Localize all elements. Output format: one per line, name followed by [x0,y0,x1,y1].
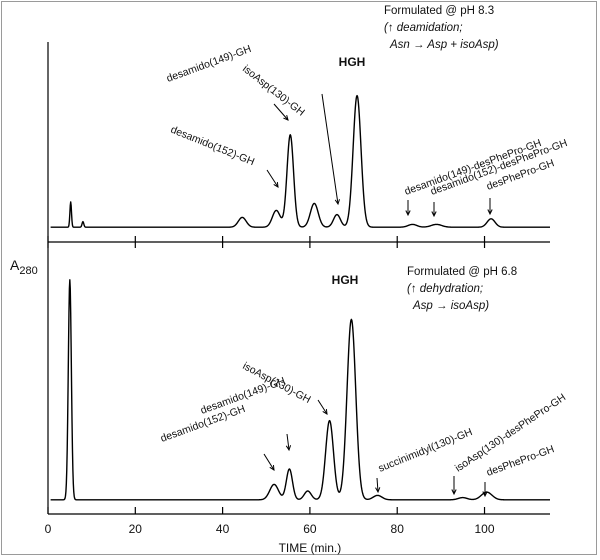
condition-reaction: Asn → Asp + isoAsp) [389,39,499,51]
x-tick-label-60: 60 [303,522,317,536]
condition-ph83: Formulated @ pH 8.3 (↑ deamidation; Asn → … [384,5,499,51]
x-axis-ticks: 0 20 40 60 80 100 [45,507,495,536]
arrow-desamido-149-gh [273,103,289,121]
arrow-desamido-149-gh [286,433,290,451]
arrowhead-desamido-152-desphepro-gh [431,211,437,218]
arrowhead-desamido-152-gh [273,181,279,188]
arrowhead-isoasp-130-desphepro-gh [451,489,457,496]
condition-ph68: Formulated @ pH 6.8 (↑ dehydration; Asp → … [407,266,517,312]
arrow-desamido-152-gh [266,169,279,188]
arrow-desamido-152-gh [263,453,275,471]
arrow-isoasp-130-gh [321,93,339,205]
arrowhead-isoasp-130-gh [322,408,328,415]
annotations-bottom: HGHisoAsp(130)-GHdesamido(149)-GHdesamid… [159,273,568,498]
x-tick-label-80: 80 [391,522,405,536]
x-tick-label-20: 20 [129,522,143,536]
peak-label-isoasp-130-gh: isoAsp(130)-GH [240,63,307,119]
condition-title: Formulated @ pH 8.3 [384,5,494,17]
x-axis-label: TIME (min.) [279,541,342,555]
arrowhead-desphepro-gh [482,491,488,498]
arrow-isoasp-130-gh [317,399,328,415]
condition-title: Formulated @ pH 6.8 [407,266,517,278]
x-tick-label-40: 40 [216,522,230,536]
condition-reaction: Asp → isoAsp) [412,300,489,312]
peak-label-desamido-152-gh: desamido(152)-GH [169,124,256,169]
x-tick-label-100: 100 [475,522,495,536]
peak-label-desamido-149-gh: desamido(149)-GH [165,43,253,85]
trace-ph83 [50,94,551,228]
arrowhead-desamido-152-gh [269,464,275,471]
arrowhead-succinimidyl-130-gh [375,487,381,494]
trace-ph68 [50,279,551,501]
x-tick-label-0: 0 [45,522,52,536]
peak-label-hgh: HGH [332,273,359,287]
arrowhead-isoasp-130-gh [334,199,340,206]
condition-effect: (↑ deamidation; [384,22,463,34]
arrowhead-desamido-149-gh [283,115,289,121]
arrowhead-desamido-149-desphepro-gh [405,210,411,217]
arrow-succinimidyl-130-gh [376,477,379,493]
arrowhead-desphepro-gh [487,209,493,216]
condition-effect: (↑ dehydration; [407,283,483,295]
middle-axis-ticks [47,236,486,248]
y-axis-label: A280 [10,257,38,277]
peak-label-hgh: HGH [339,55,366,69]
arrowhead-desamido-149-gh [285,445,292,452]
